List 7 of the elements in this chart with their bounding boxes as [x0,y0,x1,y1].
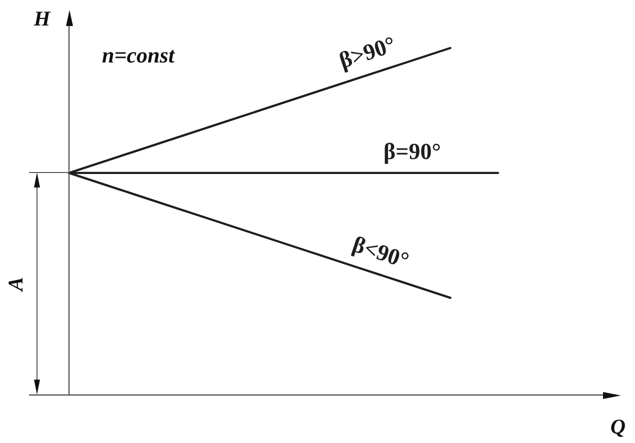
annotation: n=const [102,42,176,68]
x-axis-title: Q [610,414,626,438]
y-axis-title: H [32,6,51,30]
text: β<90° [350,232,412,274]
text: A [3,276,28,293]
text: β>90° [336,32,399,74]
series-label: β=90° [383,138,441,164]
